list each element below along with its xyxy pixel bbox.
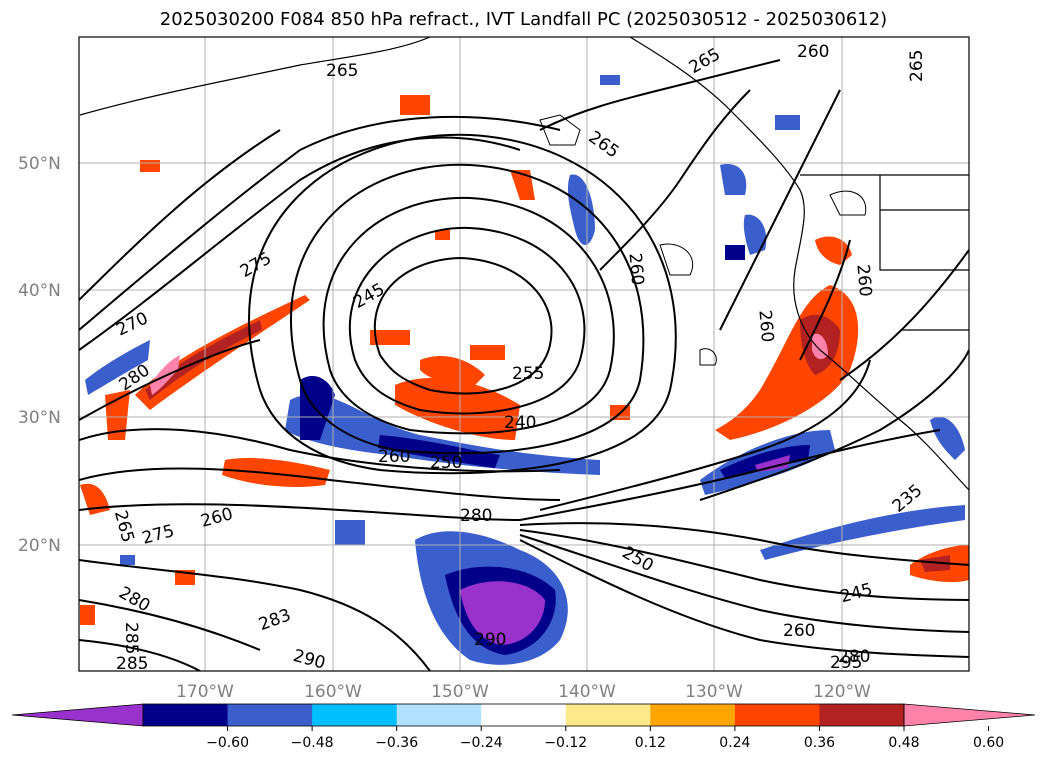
- colorbar-tick-label: 0.60: [973, 735, 1004, 751]
- lat-tick-label: 40°N: [18, 281, 61, 301]
- contour-label: 265: [907, 50, 927, 82]
- colorbar-tick-label: −0.36: [375, 735, 418, 751]
- colorbar-segment: [396, 704, 482, 726]
- colorbar-tick-label: −0.48: [291, 735, 334, 751]
- lat-tick-label: 50°N: [18, 154, 61, 174]
- contour-label: 260: [625, 252, 648, 286]
- colorbar-tick-label: −0.60: [206, 735, 249, 751]
- ivt-shading: [80, 75, 969, 665]
- colorbar-tick-label: 0.12: [635, 735, 666, 751]
- contour-label: 255: [512, 364, 544, 384]
- colorbar-segment: [819, 704, 905, 726]
- contour-label: 265: [326, 61, 358, 81]
- contour-label: 285: [116, 654, 148, 674]
- contour-label: 260: [754, 309, 777, 343]
- colorbar-segment: [903, 703, 1036, 727]
- lon-axis: 170°W 160°W 150°W 140°W 130°W 120°W: [176, 682, 871, 702]
- coastlines: [79, 37, 969, 491]
- colorbar-tick-label: 0.48: [888, 735, 919, 751]
- contour-label: 295: [830, 653, 862, 673]
- lon-tick-label: 140°W: [558, 682, 616, 702]
- colorbar-segment: [650, 704, 736, 726]
- contour-label: 260: [378, 447, 410, 467]
- contour-label: 260: [852, 263, 875, 297]
- lon-tick-label: 170°W: [176, 682, 234, 702]
- lon-tick-label: 150°W: [431, 682, 489, 702]
- plot-frame: [78, 36, 970, 672]
- colorbar-segment: [734, 704, 820, 726]
- colorbar-frame: [142, 703, 905, 727]
- map-title: 2025030200 F084 850 hPa refract., IVT La…: [159, 9, 888, 30]
- colorbar-segment: [481, 704, 567, 726]
- colorbar-tick-label: 0.24: [719, 735, 750, 751]
- graticule: [79, 37, 969, 671]
- lon-tick-label: 130°W: [685, 682, 743, 702]
- contour-label: 260: [783, 621, 815, 641]
- lon-tick-label: 120°W: [813, 682, 871, 702]
- colorbar-tick-label: −0.12: [544, 735, 587, 751]
- contour-label: 290: [474, 630, 506, 650]
- lon-tick-label: 160°W: [304, 682, 362, 702]
- ivt-outlines: [539, 114, 867, 366]
- contour-label: 285: [121, 622, 141, 654]
- contour-label: 260: [797, 42, 829, 62]
- contour-label: 280: [838, 647, 870, 667]
- lat-tick-label: 30°N: [18, 408, 61, 428]
- colorbar: −0.60 −0.48 −0.36 −0.24 −0.12 0.12 0.24 0.36 0.4…: [11, 703, 1036, 751]
- contour-label: 240: [504, 413, 536, 433]
- refractivity-contours: [79, 59, 969, 671]
- colorbar-segment: [227, 704, 313, 726]
- colorbar-segment: [312, 704, 398, 726]
- lat-axis: 50°N 40°N 30°N 20°N: [18, 154, 61, 556]
- contour-label: 250: [430, 453, 462, 473]
- colorbar-segment: [11, 703, 144, 727]
- colorbar-segment: [143, 704, 229, 726]
- lat-tick-label: 20°N: [18, 536, 61, 556]
- colorbar-tick-label: −0.24: [460, 735, 503, 751]
- colorbar-tick-label: 0.36: [804, 735, 835, 751]
- colorbar-segment: [565, 704, 651, 726]
- contour-label: 280: [460, 506, 492, 526]
